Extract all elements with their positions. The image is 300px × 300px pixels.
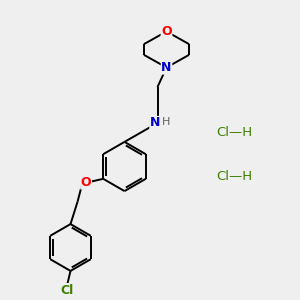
- Text: Cl: Cl: [60, 284, 74, 297]
- Text: Cl—H: Cl—H: [216, 125, 252, 139]
- Text: N: N: [161, 61, 172, 74]
- Text: H: H: [162, 117, 170, 128]
- Text: Cl—H: Cl—H: [216, 170, 252, 184]
- Text: O: O: [81, 176, 92, 189]
- Text: N: N: [150, 116, 160, 130]
- Text: O: O: [161, 25, 172, 38]
